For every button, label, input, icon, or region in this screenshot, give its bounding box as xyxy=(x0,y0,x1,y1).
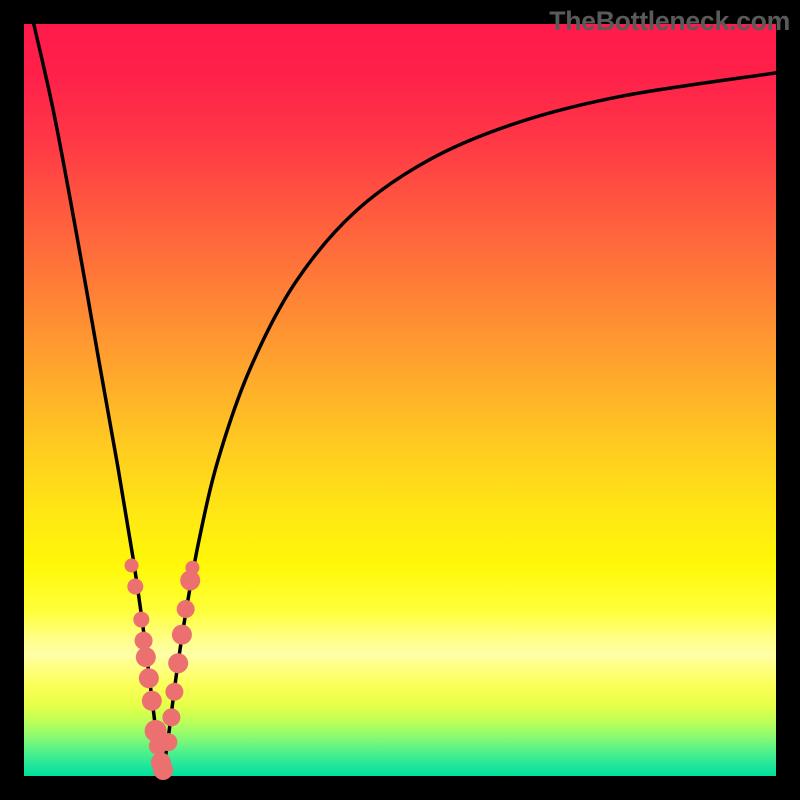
data-marker xyxy=(142,691,162,711)
data-marker xyxy=(133,612,149,628)
watermark-label: TheBottleneck.com xyxy=(549,6,790,37)
data-marker xyxy=(165,683,183,701)
data-marker xyxy=(139,668,159,688)
data-marker xyxy=(177,600,195,618)
data-marker xyxy=(159,733,177,751)
data-marker xyxy=(162,708,180,726)
data-marker xyxy=(127,578,143,594)
gradient-plot-area xyxy=(24,24,776,776)
data-marker xyxy=(153,760,173,780)
data-marker xyxy=(136,647,156,667)
data-marker xyxy=(125,558,139,572)
data-marker xyxy=(185,561,199,575)
bottleneck-chart: TheBottleneck.com xyxy=(0,0,800,800)
chart-canvas xyxy=(0,0,800,800)
data-marker xyxy=(168,653,188,673)
data-marker xyxy=(135,632,153,650)
data-marker xyxy=(172,625,192,645)
